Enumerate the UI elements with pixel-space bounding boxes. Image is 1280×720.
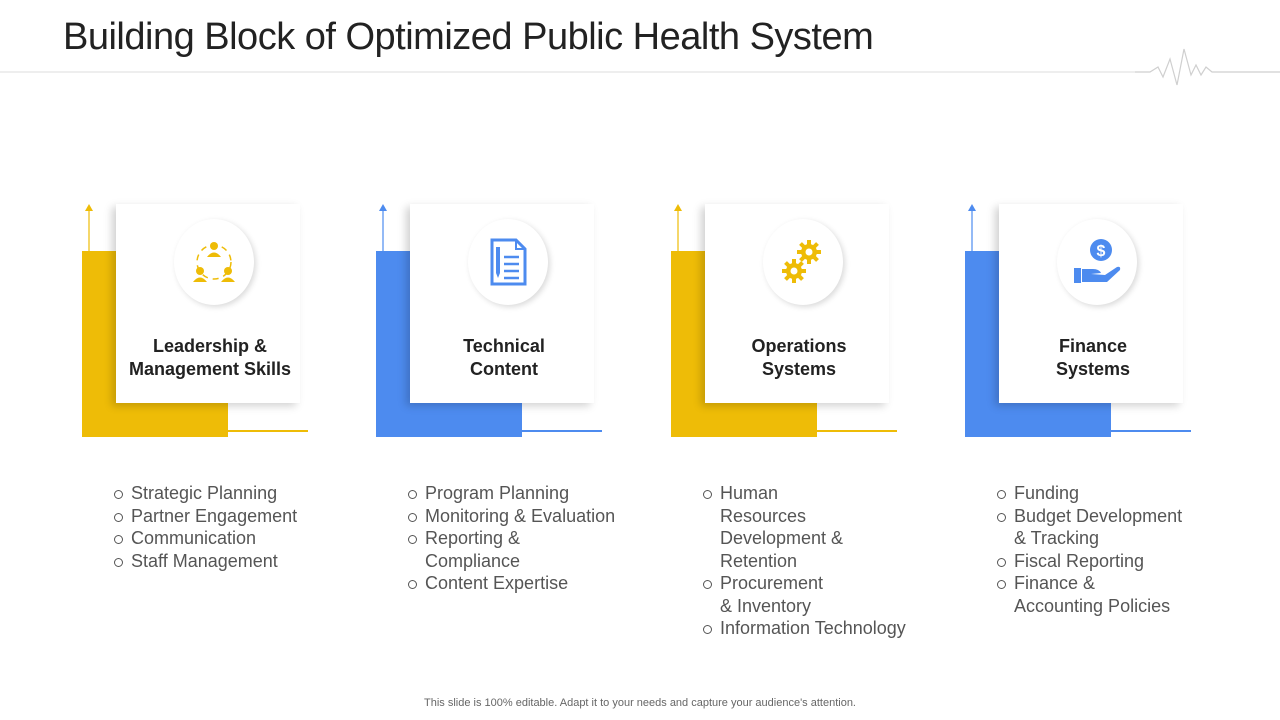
list-item: Reporting & Compliance bbox=[407, 527, 535, 572]
up-arrow-icon bbox=[379, 204, 387, 252]
list-item: Content Expertise bbox=[407, 572, 627, 595]
block-card bbox=[410, 204, 594, 403]
list-item: Information Technology bbox=[702, 617, 912, 640]
list-item: Budget Development & Tracking bbox=[996, 505, 1196, 550]
header-divider bbox=[0, 48, 1280, 86]
heartbeat-line-icon bbox=[1135, 48, 1280, 86]
finance-list: Funding Budget Development & Tracking Fi… bbox=[996, 482, 1196, 617]
leadership-list: Strategic Planning Partner Engagement Co… bbox=[113, 482, 313, 572]
block-label: Finance Systems bbox=[1055, 336, 1131, 379]
accent-bar-horizontal bbox=[376, 403, 522, 437]
accent-line bbox=[522, 430, 602, 432]
footer-note: This slide is 100% editable. Adapt it to… bbox=[424, 697, 856, 709]
block-label: Technical Content bbox=[463, 336, 545, 379]
block-operations: Operations Systems bbox=[671, 200, 901, 440]
list-item: Fiscal Reporting bbox=[996, 550, 1196, 573]
block-finance: $ Finance Systems bbox=[965, 200, 1195, 440]
accent-line bbox=[1111, 430, 1191, 432]
block-label: Operations Systems bbox=[751, 336, 847, 379]
icon-circle bbox=[468, 219, 548, 305]
up-arrow-icon bbox=[85, 204, 93, 252]
list-item: Finance & Accounting Policies bbox=[996, 572, 1184, 617]
document-icon bbox=[490, 238, 527, 286]
block-leadership: Leadership & Management Skills bbox=[82, 200, 312, 440]
operations-list: Human Resources Development & Retention … bbox=[702, 482, 912, 640]
up-arrow-icon bbox=[968, 204, 976, 252]
list-item: Program Planning bbox=[407, 482, 627, 505]
list-item: Partner Engagement bbox=[113, 505, 313, 528]
list-item: Human Resources Development & Retention bbox=[702, 482, 860, 572]
list-item: Strategic Planning bbox=[113, 482, 313, 505]
block-label: Leadership & Management Skills bbox=[128, 336, 292, 379]
icon-circle bbox=[174, 219, 254, 305]
svg-text:$: $ bbox=[1097, 243, 1106, 260]
list-item: Communication bbox=[113, 527, 313, 550]
accent-line bbox=[817, 430, 897, 432]
block-card bbox=[116, 204, 300, 403]
list-item: Staff Management bbox=[113, 550, 313, 573]
accent-bar-horizontal bbox=[965, 403, 1111, 437]
block-card: $ bbox=[999, 204, 1183, 403]
accent-bar-horizontal bbox=[671, 403, 817, 437]
team-icon bbox=[193, 242, 235, 282]
list-item: Monitoring & Evaluation bbox=[407, 505, 627, 528]
icon-circle bbox=[763, 219, 843, 305]
list-item: Procurement & Inventory bbox=[702, 572, 840, 617]
block-card bbox=[705, 204, 889, 403]
up-arrow-icon bbox=[674, 204, 682, 252]
icon-circle: $ bbox=[1057, 219, 1137, 305]
accent-line bbox=[228, 430, 308, 432]
gears-icon bbox=[782, 240, 821, 283]
block-technical: Technical Content bbox=[376, 200, 606, 440]
accent-bar-horizontal bbox=[82, 403, 228, 437]
list-item: Funding bbox=[996, 482, 1196, 505]
page-title: Building Block of Optimized Public Healt… bbox=[63, 16, 874, 58]
money-hand-icon: $ bbox=[1074, 239, 1121, 283]
technical-list: Program Planning Monitoring & Evaluation… bbox=[407, 482, 627, 595]
